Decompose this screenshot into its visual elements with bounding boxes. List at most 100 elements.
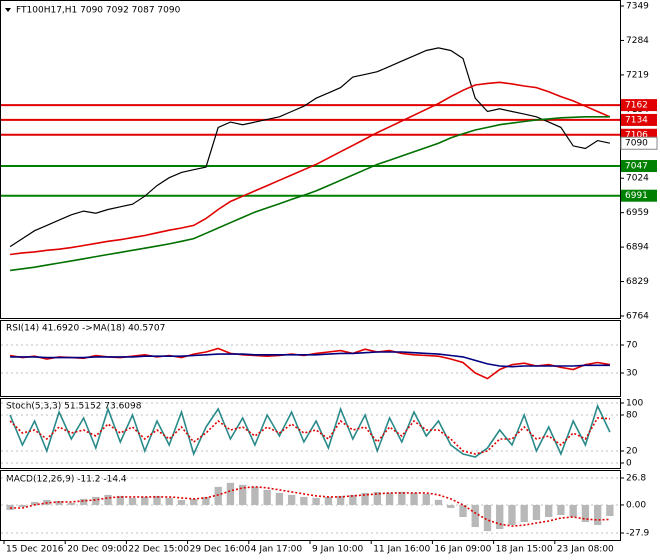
- histogram-bar: [141, 496, 149, 505]
- histogram-bar: [312, 497, 320, 505]
- histogram-bar: [459, 504, 467, 518]
- histogram-bar: [165, 497, 173, 505]
- histogram-bar: [336, 495, 345, 505]
- last-price-label: 7090: [625, 139, 648, 149]
- x-tick-label: 20 Dec 09:00: [67, 545, 128, 555]
- x-tick-label: 23 Jan 08:00: [557, 545, 614, 555]
- histogram-bar: [324, 496, 333, 505]
- histogram-bar: [251, 486, 259, 505]
- histogram-bar: [532, 504, 541, 521]
- histogram-bar: [300, 496, 308, 505]
- y-tick-label: 7284: [626, 36, 649, 46]
- y-tick-label: 7349: [626, 2, 649, 12]
- series-line: [10, 351, 610, 368]
- panel-frame: [0, 320, 621, 397]
- price-tag: [621, 99, 657, 112]
- histogram-bar: [508, 504, 516, 526]
- y-tick-label: 6959: [626, 208, 649, 218]
- y-tick-label: 100: [626, 399, 643, 409]
- y-tick-label: 6894: [626, 243, 649, 253]
- panel-frame: [0, 398, 621, 469]
- histogram-bar: [116, 495, 124, 505]
- y-tick-label: 26.8: [626, 474, 646, 484]
- y-tick-label: 30: [626, 369, 638, 379]
- series-line: [9, 417, 610, 455]
- histogram-bar: [398, 491, 406, 505]
- histogram-bar: [385, 492, 394, 505]
- series-line: [9, 47, 611, 248]
- histogram-bar: [104, 494, 112, 505]
- y-tick-label: 80: [626, 411, 638, 421]
- collapse-icon: [5, 8, 11, 12]
- y-tick-label: 6829: [626, 277, 649, 287]
- stoch-title: Stoch(5,3,3) 51.5152 73.6098: [6, 402, 142, 412]
- price-tag-label: 7162: [625, 101, 648, 111]
- histogram-bar: [67, 502, 75, 505]
- x-tick-label: 11 Jan 16:00: [373, 545, 430, 555]
- y-tick-label: 0.00: [626, 500, 646, 510]
- histogram-bar: [422, 493, 430, 505]
- histogram-bar: [30, 501, 39, 505]
- panel-frame: [0, 0, 621, 319]
- series-line: [9, 116, 610, 272]
- y-tick-label: 20: [626, 447, 638, 457]
- x-tick-label: 15 Dec 2016: [6, 545, 64, 555]
- histogram-bar: [361, 492, 369, 505]
- y-tick-label: 70: [626, 341, 638, 351]
- x-tick-label: 16 Jan 09:00: [434, 545, 491, 555]
- price-tag: [621, 160, 657, 173]
- histogram-bar: [202, 496, 210, 505]
- x-tick-label: 18 Jan 15:00: [496, 545, 553, 555]
- histogram-bar: [349, 494, 357, 505]
- histogram-bar: [177, 499, 186, 505]
- macd-title: MACD(12,26,9) -11.2 -14.4: [6, 475, 127, 485]
- price-tag: [621, 113, 657, 126]
- series-line: [9, 81, 611, 256]
- chart-title: FT100H17,H1 7090 7092 7087 7090: [16, 6, 181, 16]
- x-tick-label: 22 Dec 15:00: [128, 545, 189, 555]
- histogram-bar: [557, 504, 565, 516]
- histogram-bar: [287, 494, 296, 505]
- histogram-bar: [496, 504, 504, 530]
- histogram-bar: [226, 482, 235, 505]
- last-price-tag: [620, 136, 658, 150]
- histogram-bar: [214, 486, 222, 505]
- histogram-bar: [239, 484, 247, 505]
- y-tick-label: 7024: [626, 174, 649, 184]
- price-tag: [621, 189, 657, 202]
- histogram-bar: [55, 500, 63, 505]
- price-tag-label: 7106: [625, 130, 648, 140]
- x-tick-label: 29 Dec 16:00: [190, 545, 251, 555]
- histogram-bar: [545, 504, 553, 518]
- x-tick-label: 4 Jan 17:00: [251, 545, 303, 555]
- histogram-bar: [471, 504, 479, 528]
- price-tag-label: 7047: [625, 162, 648, 172]
- histogram-bar: [434, 499, 443, 505]
- price-tag-label: 7134: [625, 115, 648, 125]
- histogram-bar: [275, 492, 284, 505]
- histogram-bar: [447, 504, 455, 508]
- rsi-title: RSI(14) 41.6920 ->MA(18) 40.5707: [6, 324, 165, 334]
- histogram-bar: [520, 504, 528, 523]
- price-tag-label: 6991: [625, 191, 648, 201]
- histogram-bar: [79, 498, 88, 505]
- histogram-bar: [190, 498, 198, 505]
- histogram-bar: [92, 496, 100, 505]
- y-tick-label: 6764: [626, 312, 649, 322]
- y-tick-label: 7219: [626, 70, 649, 80]
- histogram-bar: [410, 492, 418, 505]
- histogram-bar: [569, 504, 577, 518]
- y-tick-label: 0: [626, 459, 632, 469]
- series-line: [10, 485, 610, 527]
- x-tick-label: 9 Jan 10:00: [312, 545, 364, 555]
- histogram-bar: [581, 504, 590, 523]
- histogram-bar: [263, 489, 271, 505]
- histogram-bar: [153, 495, 161, 505]
- histogram-bar: [593, 504, 602, 526]
- histogram-bar: [18, 504, 27, 507]
- histogram-bar: [483, 504, 492, 532]
- y-tick-label: -27.9: [626, 529, 650, 539]
- histogram-bar: [606, 504, 614, 517]
